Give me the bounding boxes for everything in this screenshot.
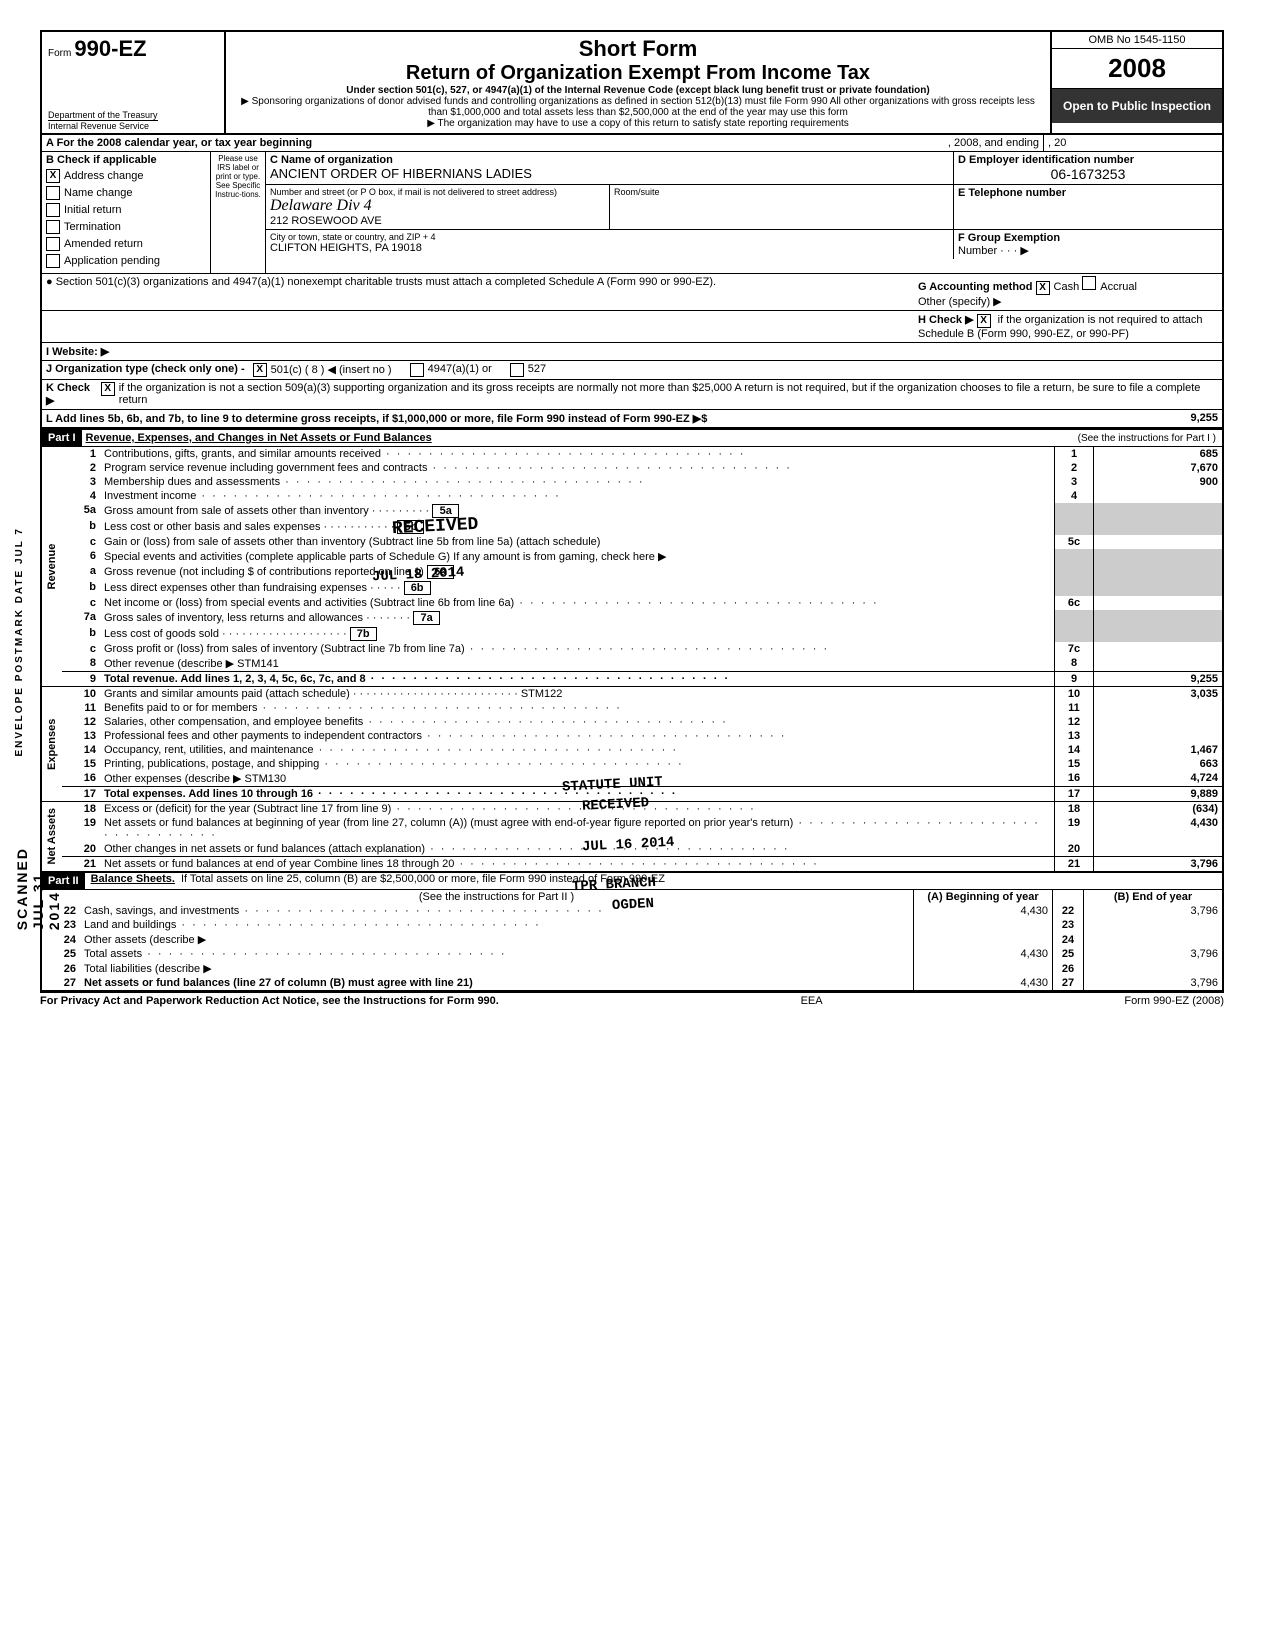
- checkbox-icon: [46, 237, 60, 251]
- part1-body: SCANNED JUL 31 2014 ENVELOPE POSTMARK DA…: [42, 447, 1222, 871]
- header-center: Short Form Return of Organization Exempt…: [226, 32, 1050, 133]
- omb-number: OMB No 1545-1150: [1052, 32, 1222, 49]
- form-number: 990-EZ: [74, 36, 146, 61]
- chk-cash[interactable]: X: [1036, 281, 1050, 295]
- col-a-header: (A) Beginning of year: [914, 890, 1053, 904]
- section-501-text: ● Section 501(c)(3) organizations and 49…: [46, 276, 918, 308]
- part2-header: Part II Balance Sheets. If Total assets …: [42, 871, 1222, 890]
- chk-k[interactable]: X: [101, 382, 115, 396]
- row-a-text: A For the 2008 calendar year, or tax yea…: [46, 137, 312, 149]
- chk-501c[interactable]: X: [253, 363, 267, 377]
- i-label: I Website: ▶: [46, 345, 109, 358]
- f-sub: Number · · · ▶: [958, 244, 1218, 257]
- j-527: 527: [528, 363, 546, 377]
- k-rest: if the organization is not a section 509…: [119, 382, 1218, 407]
- assets-label: Net Assets: [42, 802, 62, 872]
- chk-accrual[interactable]: [1082, 276, 1096, 290]
- part1-note: (See the instructions for Part I ): [1078, 433, 1222, 444]
- title-return: Return of Organization Exempt From Incom…: [232, 62, 1044, 85]
- chk-4947[interactable]: [410, 363, 424, 377]
- chk-address-change[interactable]: XAddress change: [46, 169, 206, 183]
- subtitle: Under section 501(c), 527, or 4947(a)(1)…: [232, 85, 1044, 96]
- city: CLIFTON HEIGHTS, PA 19018: [270, 242, 949, 254]
- line-l: L Add lines 5b, 6b, and 7b, to line 9 to…: [42, 410, 1222, 428]
- line-i: I Website: ▶: [42, 343, 1222, 361]
- revenue-table: Revenue 1Contributions, gifts, grants, a…: [42, 447, 1222, 871]
- section-501-g: ● Section 501(c)(3) organizations and 49…: [42, 274, 1222, 311]
- j-4947: 4947(a)(1) or: [428, 363, 492, 377]
- part2-note: If Total assets on line 25, column (B) a…: [175, 873, 665, 889]
- footer: For Privacy Act and Paperwork Reduction …: [40, 992, 1224, 1009]
- g-label: G Accounting method: [918, 281, 1032, 293]
- street: 212 ROSEWOOD AVE: [270, 215, 605, 227]
- title-short-form: Short Form: [232, 36, 1044, 62]
- org-name: ANCIENT ORDER OF HIBERNIANS LADIES: [270, 166, 949, 181]
- irs: Internal Revenue Service: [48, 120, 158, 131]
- chk-termination[interactable]: Termination: [46, 220, 206, 234]
- expenses-label: Expenses: [42, 687, 62, 802]
- part1-label: Part I: [42, 430, 82, 446]
- chk-initial-return[interactable]: Initial return: [46, 203, 206, 217]
- j-label: J Organization type (check only one) -: [46, 363, 245, 377]
- checkbox-icon: [46, 254, 60, 268]
- col-cde: C Name of organization ANCIENT ORDER OF …: [266, 152, 1222, 273]
- chk-name-change[interactable]: Name change: [46, 186, 206, 200]
- sponsor-line: ▶ Sponsoring organizations of donor advi…: [232, 96, 1044, 118]
- room-label: Room/suite: [609, 185, 953, 229]
- header-left: Form 990-EZ Department of the Treasury I…: [42, 32, 226, 133]
- e-label: E Telephone number: [958, 187, 1218, 199]
- form-header: Form 990-EZ Department of the Treasury I…: [42, 32, 1222, 135]
- chk-amended[interactable]: Amended return: [46, 237, 206, 251]
- state-line: ▶ The organization may have to use a cop…: [232, 118, 1044, 129]
- label-instructions: Please use IRS label or print or type. S…: [211, 152, 266, 273]
- chk-app-pending[interactable]: Application pending: [46, 254, 206, 268]
- l-text: L Add lines 5b, 6b, and 7b, to line 9 to…: [46, 412, 1098, 425]
- k-label: K Check ▶: [46, 382, 101, 407]
- row-a: A For the 2008 calendar year, or tax yea…: [42, 135, 1222, 152]
- l-amount: 9,255: [1098, 412, 1218, 425]
- checkbox-icon: [46, 203, 60, 217]
- dept-treasury: Department of the Treasury: [48, 110, 158, 120]
- col-b-header: (B) End of year: [1084, 890, 1223, 904]
- row-a-mid: , 2008, and ending: [948, 137, 1039, 149]
- c-label: C Name of organization: [270, 154, 949, 166]
- row-a-end: , 20: [1043, 135, 1222, 151]
- envelope-stamp: ENVELOPE POSTMARK DATE JUL 7: [14, 527, 25, 757]
- d-label: D Employer identification number: [958, 154, 1218, 166]
- part1-title: Revenue, Expenses, and Changes in Net As…: [82, 432, 1078, 444]
- part2-title: Balance Sheets.: [85, 873, 175, 889]
- checkbox-icon: X: [46, 169, 60, 183]
- g-other: Other (specify) ▶: [918, 295, 1218, 308]
- checkbox-icon: [46, 186, 60, 200]
- line-j: J Organization type (check only one) - X…: [42, 361, 1222, 380]
- footer-mid: EEA: [801, 995, 823, 1007]
- part1-header: Part I Revenue, Expenses, and Changes in…: [42, 428, 1222, 447]
- header-right: OMB No 1545-1150 2008 Open to Public Ins…: [1050, 32, 1222, 133]
- tax-year: 2008: [1052, 49, 1222, 89]
- chk-h[interactable]: X: [977, 314, 991, 328]
- street-handwritten: Delaware Div 4: [270, 197, 605, 215]
- balance-table: (See the instructions for Part II ) (A) …: [42, 890, 1222, 990]
- footer-left: For Privacy Act and Paperwork Reduction …: [40, 995, 499, 1007]
- b-label: B Check if applicable: [46, 154, 206, 166]
- ein: 06-1673253: [958, 166, 1218, 182]
- city-label: City or town, state or country, and ZIP …: [270, 232, 949, 242]
- chk-527[interactable]: [510, 363, 524, 377]
- section-h: H Check ▶ X if the organization is not r…: [42, 311, 1222, 343]
- open-inspection: Open to Public Inspection: [1052, 89, 1222, 123]
- block-bcdef: B Check if applicable XAddress change Na…: [42, 152, 1222, 274]
- line-k: K Check ▶ X if the organization is not a…: [42, 380, 1222, 410]
- footer-right: Form 990-EZ (2008): [1124, 995, 1224, 1007]
- street-label: Number and street (or P O box, if mail i…: [270, 187, 605, 197]
- revenue-label: Revenue: [42, 447, 62, 687]
- form-990ez: Form 990-EZ Department of the Treasury I…: [40, 30, 1224, 992]
- j-501c: 501(c) ( 8 ) ◀ (insert no ): [271, 363, 392, 377]
- form-label: Form: [48, 48, 71, 59]
- part2-instr: (See the instructions for Part II ): [80, 890, 914, 904]
- g-col: G Accounting method XCash Accrual Other …: [918, 276, 1218, 308]
- f-label: F Group Exemption: [958, 232, 1218, 244]
- h-label: H Check ▶: [918, 314, 974, 326]
- col-b: B Check if applicable XAddress change Na…: [42, 152, 211, 273]
- checkbox-icon: [46, 220, 60, 234]
